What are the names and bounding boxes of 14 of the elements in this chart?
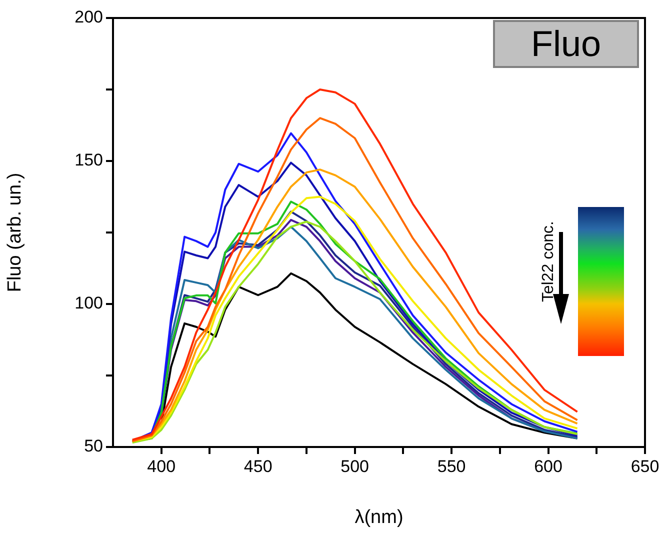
annotation: Tel22 conc. <box>540 221 558 302</box>
x-tick-label: 500 <box>340 456 370 476</box>
x-tick-label: 400 <box>147 456 176 476</box>
y-tick-label: 50 <box>84 436 103 456</box>
x-tick-label: 600 <box>534 456 562 476</box>
y-tick-label: 150 <box>74 150 103 170</box>
x-axis-title: λ(nm) <box>354 506 404 528</box>
y-tick-label: 200 <box>74 8 103 27</box>
x-tick-label: 550 <box>437 456 466 476</box>
y-tick-label: 100 <box>74 294 103 313</box>
y-axis-title: Fluo (arb. un.) <box>4 172 26 292</box>
chart-title: Fluo <box>493 20 639 68</box>
x-tick-label: 450 <box>244 456 272 476</box>
x-tick-label: 650 <box>630 456 660 476</box>
